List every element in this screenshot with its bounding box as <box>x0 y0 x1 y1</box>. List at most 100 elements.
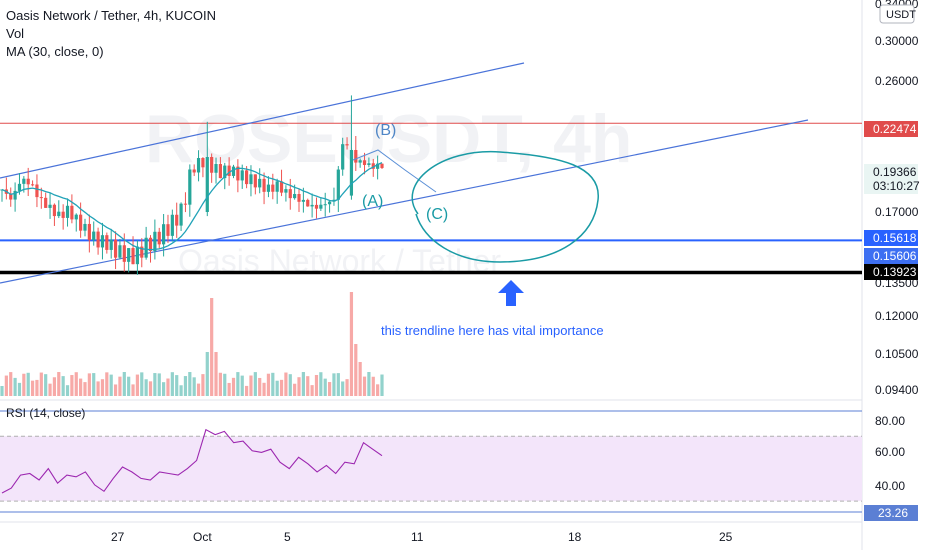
candle-body <box>9 193 13 200</box>
volume-bar <box>17 382 22 396</box>
candle-body <box>336 169 340 200</box>
volume-bar <box>349 292 354 396</box>
volume-bar <box>205 352 209 396</box>
moving-average-line <box>1 162 383 251</box>
price-axis-tick: 0.09400 <box>875 383 919 397</box>
candle-body <box>345 144 349 146</box>
price-tag-blue <box>864 230 918 246</box>
time-axis-tick: 5 <box>284 530 291 544</box>
volume-bar <box>367 372 371 396</box>
candle-body <box>214 164 218 173</box>
volume-bar <box>345 379 349 396</box>
candle-body <box>70 205 74 220</box>
rsi-axis-tick: 80.00 <box>875 414 905 428</box>
candle-body <box>240 170 244 181</box>
candle-body <box>319 204 323 209</box>
volume-bar <box>39 372 43 396</box>
candle-body <box>323 204 327 206</box>
candle-body <box>349 150 354 196</box>
price-tag-black <box>864 264 918 280</box>
candle-body <box>310 204 314 207</box>
candle-body <box>26 178 30 185</box>
volume-bar <box>354 344 358 396</box>
volume-indicator-label[interactable]: Vol <box>6 26 25 41</box>
volume-bar <box>48 383 52 396</box>
volume-bar <box>249 375 253 396</box>
candle-body <box>170 214 174 236</box>
candle-body <box>79 214 83 231</box>
candle-body <box>22 178 26 184</box>
candle-body <box>144 237 148 258</box>
volume-bar <box>122 372 126 396</box>
volume-bar <box>371 376 375 396</box>
rsi-line <box>1 428 383 494</box>
candle-body <box>192 169 196 173</box>
volume-bar <box>157 373 161 396</box>
volume-bar <box>96 381 100 396</box>
volume-bar <box>214 352 218 396</box>
volume-bar <box>341 381 345 396</box>
candle-body <box>301 199 305 202</box>
time-axis-tick: 18 <box>568 530 582 544</box>
symbol-title[interactable]: Oasis Network / Tether, 4h, KUCOIN <box>6 8 216 23</box>
volume-bar <box>362 376 367 396</box>
candle-body <box>30 184 35 186</box>
candle-body <box>201 158 205 168</box>
candle-body <box>358 160 362 163</box>
rsi-indicator-label[interactable]: RSI (14, close) <box>6 406 86 420</box>
candle-body <box>105 235 109 250</box>
volume-bar <box>135 374 140 396</box>
volume-bar <box>83 382 87 396</box>
volume-bar <box>332 373 336 396</box>
candle-body <box>122 245 126 262</box>
candle-body <box>210 157 214 173</box>
volume-bar <box>358 362 362 396</box>
volume-bar <box>131 384 135 396</box>
volume-bar <box>127 376 131 396</box>
rsi-current-tag <box>864 505 918 521</box>
candle-body <box>83 223 87 231</box>
volume-bar <box>327 382 332 396</box>
candle-body <box>231 166 236 176</box>
volume-bar <box>288 374 292 396</box>
candle-body <box>244 170 249 185</box>
price-axis-tick: 0.10500 <box>875 347 919 361</box>
volume-bar <box>279 379 284 396</box>
candle-body <box>162 224 166 245</box>
channel-upper-line <box>0 62 525 179</box>
volume-bar <box>100 379 105 396</box>
volume-bar <box>92 373 96 396</box>
volume-bars <box>0 292 384 396</box>
candle-body <box>236 166 240 181</box>
volume-bar <box>314 374 319 396</box>
candle-body <box>188 169 192 205</box>
volume-bar <box>376 384 380 396</box>
candle-body <box>249 174 253 185</box>
volume-bar <box>262 382 266 396</box>
candle-body <box>341 144 345 170</box>
price-tag-teal <box>864 164 918 194</box>
candle-body <box>288 189 292 199</box>
volume-bar <box>201 374 205 396</box>
ma-indicator-label[interactable]: MA (30, close, 0) <box>6 44 104 59</box>
volume-bar <box>179 385 183 396</box>
candles <box>0 95 384 275</box>
volume-bar <box>9 372 13 396</box>
candle-body <box>166 224 170 236</box>
volume-bar <box>218 372 222 396</box>
candle-body <box>314 204 319 209</box>
candle-body <box>218 164 222 179</box>
volume-bar <box>79 378 83 396</box>
candle-body <box>284 189 288 193</box>
target-zone-ellipse <box>411 151 599 263</box>
volume-bar <box>13 377 17 396</box>
volume-bar <box>253 372 257 396</box>
volume-bar <box>188 372 192 396</box>
volume-bar <box>44 374 48 396</box>
volume-bar <box>0 386 4 396</box>
volume-bar <box>258 377 262 396</box>
candle-body <box>118 245 122 258</box>
volume-bar <box>196 383 201 396</box>
up-arrow-icon <box>498 280 524 306</box>
